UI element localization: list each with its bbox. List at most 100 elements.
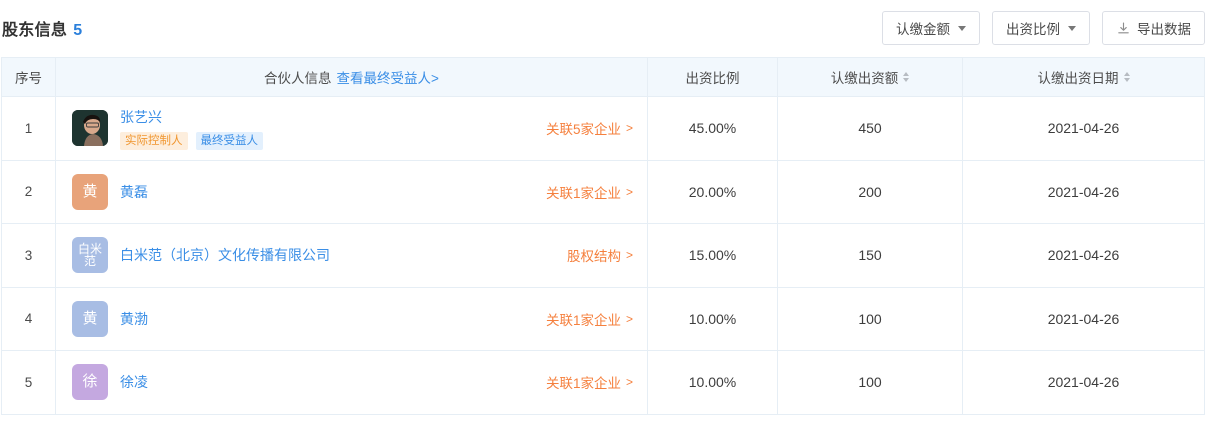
cell-date: 2021-04-26	[962, 159, 1205, 224]
column-header-index-label: 序号	[15, 71, 42, 86]
partner-main: 白米范（北京）文化传播有限公司	[120, 245, 330, 265]
cell-amount: 450	[777, 96, 963, 161]
ratio-value: 15.00%	[688, 247, 737, 264]
table-row: 5 徐徐凌 关联1家企业 > 10.00% 100 2021-04-26	[1, 350, 1205, 415]
contribution-ratio-dropdown-button[interactable]: 出资比例	[992, 11, 1090, 45]
cell-date: 2021-04-26	[962, 286, 1205, 351]
table-row: 4 黄黄渤 关联1家企业 >10.00% 100 2021-04-26	[1, 286, 1205, 351]
status-badge: 实际控制人	[120, 131, 188, 150]
cell-amount: 200	[777, 159, 963, 224]
partner-main: 黄渤	[120, 309, 148, 329]
cell-partner: 黄黄渤 关联1家企业 >	[55, 286, 648, 351]
chevron-down-icon	[958, 25, 966, 31]
partner-name-link[interactable]: 徐凌	[120, 374, 148, 391]
amount-value: 200	[858, 183, 882, 200]
partner-main: 黄磊	[120, 182, 148, 202]
column-header-amount-inner: 认缴出资额	[778, 58, 962, 96]
row-index: 4	[24, 311, 33, 327]
partner-cell: 徐徐凌 关联1家企业 >	[56, 351, 647, 414]
cell-partner: 白米范白米范（北京）文化传播有限公司 股权结构 >	[55, 223, 648, 288]
relation-link-label: 股权结构	[566, 249, 621, 265]
relation-link-label: 关联1家企业	[545, 185, 621, 201]
chevron-down-icon	[1068, 25, 1076, 31]
table-header: 序号 合伙人信息 查看最终受益人> 出资比例 认缴出资额	[1, 57, 1205, 97]
row-index: 1	[24, 120, 33, 136]
page-title: 股东信息 5	[2, 16, 82, 40]
row-index: 2	[24, 184, 33, 200]
relation-link[interactable]: 关联1家企业 >	[546, 372, 633, 392]
partner-cell: 张艺兴实际控制人 最终受益人 关联5家企业 >	[56, 97, 647, 160]
partner-main: 徐凌	[120, 372, 148, 392]
relation-link-label: 关联5家企业	[545, 122, 621, 138]
column-header-partner-inner: 合伙人信息 查看最终受益人>	[56, 58, 647, 96]
relation-link[interactable]: 关联1家企业 >	[546, 309, 633, 329]
avatar: 徐	[72, 364, 108, 401]
cell-ratio: 15.00%	[647, 223, 778, 288]
partner-name-link[interactable]: 黄渤	[120, 310, 148, 327]
cell-index: 1	[1, 96, 56, 161]
amount-value: 100	[858, 374, 882, 391]
column-header-index-inner: 序号	[2, 58, 55, 96]
export-data-label: 导出数据	[1137, 22, 1191, 37]
partner-name-link[interactable]: 张艺兴	[120, 108, 162, 125]
row-index: 5	[24, 374, 33, 390]
partner-name-link[interactable]: 白米范（北京）文化传播有限公司	[120, 247, 330, 264]
cell-ratio: 20.00%	[647, 159, 778, 224]
cell-ratio: 45.00%	[647, 96, 778, 161]
relation-link[interactable]: 关联1家企业 >	[546, 182, 633, 202]
paid-amount-dropdown-button[interactable]: 认缴金额	[882, 11, 980, 45]
sort-arrows-icon[interactable]	[903, 72, 910, 82]
header-actions: 认缴金额 出资比例 导出数据	[882, 11, 1205, 45]
cell-date: 2021-04-26	[962, 96, 1205, 161]
column-header-amount[interactable]: 认缴出资额	[777, 57, 963, 97]
export-data-button[interactable]: 导出数据	[1102, 11, 1205, 45]
row-index: 3	[24, 247, 33, 263]
download-icon	[1116, 21, 1131, 36]
column-header-date[interactable]: 认缴出资日期	[962, 57, 1205, 97]
amount-value: 450	[858, 120, 882, 137]
amount-value: 100	[858, 310, 882, 327]
column-header-partner: 合伙人信息 查看最终受益人>	[55, 57, 648, 97]
cell-index: 3	[1, 223, 56, 288]
page-header: 股东信息 5 认缴金额 出资比例 导出数据	[0, 0, 1205, 57]
date-value: 2021-04-26	[1047, 310, 1120, 327]
table-row: 3 白米范白米范（北京）文化传播有限公司 股权结构 > 15.00% 150 2021-04…	[1, 223, 1205, 288]
cell-ratio: 10.00%	[647, 350, 778, 415]
chevron-right-icon: >	[625, 121, 633, 136]
cell-index: 5	[1, 350, 56, 415]
sort-arrows-icon[interactable]	[1123, 72, 1130, 82]
date-value: 2021-04-26	[1047, 374, 1120, 391]
view-beneficiary-link[interactable]: 查看最终受益人>	[336, 71, 439, 86]
cell-amount: 100	[777, 350, 963, 415]
chevron-right-icon: >	[625, 184, 633, 199]
table-row: 1 张艺兴 实际控制人 最终受益人 关联5家企业 >45.00% 450 2021-04-26	[1, 96, 1205, 161]
column-header-ratio: 出资比例	[647, 57, 778, 97]
shareholders-table-wrapper: 序号 合伙人信息 查看最终受益人> 出资比例 认缴出资额	[0, 57, 1205, 415]
relation-link[interactable]: 关联5家企业 >	[546, 118, 633, 138]
amount-value: 150	[858, 247, 882, 264]
status-badge: 最终受益人	[195, 131, 263, 150]
column-header-partner-label: 合伙人信息	[264, 71, 332, 86]
date-value: 2021-04-26	[1047, 247, 1120, 264]
avatar: 白米范	[72, 237, 108, 274]
avatar: 黄	[72, 173, 108, 210]
column-header-date-label: 认缴出资日期	[1037, 71, 1119, 86]
column-header-date-inner: 认缴出资日期	[963, 58, 1204, 96]
cell-date: 2021-04-26	[962, 350, 1205, 415]
page-title-text: 股东信息	[2, 22, 68, 39]
column-header-amount-label: 认缴出资额	[830, 71, 899, 86]
cell-amount: 150	[777, 223, 963, 288]
cell-partner: 张艺兴实际控制人 最终受益人 关联5家企业 >	[55, 96, 648, 161]
partner-cell: 黄黄渤 关联1家企业 >	[56, 288, 647, 351]
shareholders-table: 序号 合伙人信息 查看最终受益人> 出资比例 认缴出资额	[1, 57, 1205, 415]
contribution-ratio-dropdown-label: 出资比例	[1006, 22, 1060, 37]
relation-link-label: 关联1家企业	[545, 312, 621, 328]
paid-amount-dropdown-label: 认缴金额	[896, 22, 950, 37]
ratio-value: 10.00%	[688, 310, 737, 327]
column-header-ratio-label: 出资比例	[685, 71, 740, 86]
relation-link[interactable]: 股权结构 >	[567, 245, 633, 265]
partner-cell: 黄黄磊 关联1家企业 >	[56, 161, 647, 224]
partner-name-link[interactable]: 黄磊	[120, 183, 148, 200]
ratio-value: 20.00%	[688, 183, 737, 200]
column-header-ratio-inner: 出资比例	[648, 58, 777, 96]
